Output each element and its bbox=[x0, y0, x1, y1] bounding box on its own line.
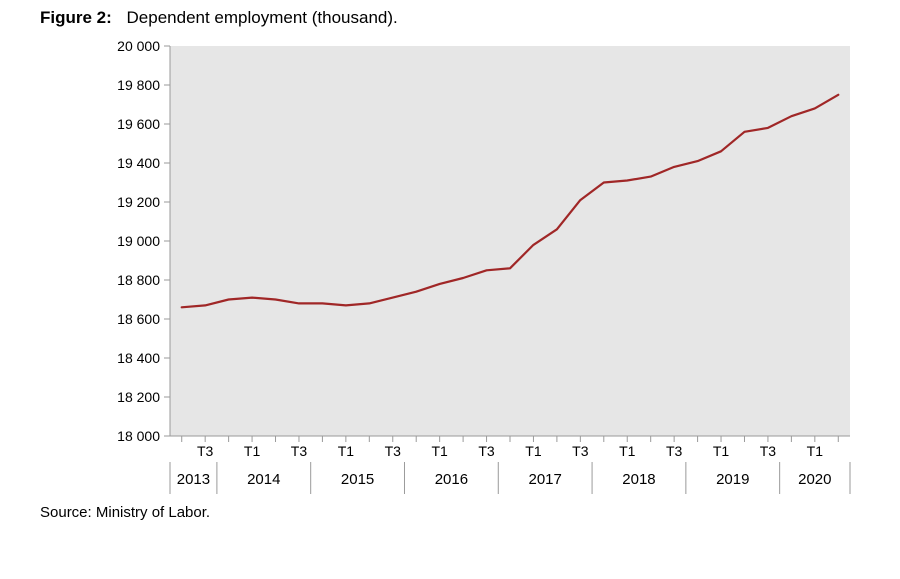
plot-area bbox=[170, 46, 850, 436]
y-tick-label: 18 800 bbox=[117, 272, 160, 288]
x-tick-label: T3 bbox=[760, 443, 777, 459]
y-tick-label: 19 000 bbox=[117, 233, 160, 249]
y-tick-label: 18 600 bbox=[117, 311, 160, 327]
year-label: 2019 bbox=[716, 471, 749, 488]
x-tick-label: T3 bbox=[385, 443, 402, 459]
x-tick-label: T3 bbox=[478, 443, 495, 459]
x-tick-label: T3 bbox=[291, 443, 308, 459]
year-label: 2020 bbox=[798, 471, 831, 488]
y-tick-label: 18 200 bbox=[117, 389, 160, 405]
y-tick-label: 19 600 bbox=[117, 116, 160, 132]
y-tick-label: 19 400 bbox=[117, 155, 160, 171]
year-label: 2013 bbox=[177, 471, 210, 488]
figure-title: Figure 2: Dependent employment (thousand… bbox=[40, 8, 398, 28]
x-tick-label: T1 bbox=[431, 443, 448, 459]
y-tick-label: 19 800 bbox=[117, 77, 160, 93]
y-tick-label: 19 200 bbox=[117, 194, 160, 210]
figure-caption: Dependent employment (thousand). bbox=[127, 8, 398, 27]
y-tick-label: 20 000 bbox=[117, 38, 160, 54]
x-tick-label: T1 bbox=[619, 443, 636, 459]
x-tick-label: T1 bbox=[713, 443, 730, 459]
x-tick-label: T1 bbox=[338, 443, 355, 459]
x-tick-label: T1 bbox=[244, 443, 261, 459]
x-tick-label: T3 bbox=[197, 443, 214, 459]
chart: 18 000 18 200 18 400 18 600 18 800 19 000 19 2… bbox=[40, 38, 860, 523]
y-tick-label: 18 400 bbox=[117, 350, 160, 366]
year-label: 2014 bbox=[247, 471, 280, 488]
figure-label: Figure 2: bbox=[40, 8, 112, 27]
x-tick-label: T3 bbox=[666, 443, 683, 459]
page: Figure 2: Dependent employment (thousand… bbox=[0, 0, 900, 579]
year-label: 2017 bbox=[528, 471, 561, 488]
x-tick-label: T3 bbox=[572, 443, 589, 459]
chart-svg: 18 000 18 200 18 400 18 600 18 800 19 000 19 2… bbox=[40, 38, 860, 518]
year-label: 2015 bbox=[341, 471, 374, 488]
year-label: 2018 bbox=[622, 471, 655, 488]
x-tick-label: T1 bbox=[807, 443, 824, 459]
x-tick-label: T1 bbox=[525, 443, 542, 459]
year-label: 2016 bbox=[435, 471, 468, 488]
source-text: Source: Ministry of Labor. bbox=[40, 504, 210, 521]
y-tick-label: 18 000 bbox=[117, 428, 160, 444]
